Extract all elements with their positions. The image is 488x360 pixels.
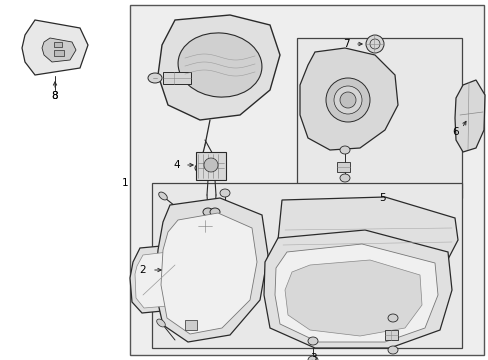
Polygon shape xyxy=(42,38,76,62)
Ellipse shape xyxy=(156,319,165,327)
Ellipse shape xyxy=(220,221,229,229)
Polygon shape xyxy=(158,15,280,120)
Polygon shape xyxy=(130,245,183,313)
Text: 6: 6 xyxy=(452,127,458,137)
Text: 2: 2 xyxy=(140,265,146,275)
Text: 5: 5 xyxy=(378,193,385,203)
Text: 8: 8 xyxy=(52,91,58,101)
Bar xyxy=(198,220,212,232)
Polygon shape xyxy=(135,252,178,308)
Bar xyxy=(152,183,461,348)
Polygon shape xyxy=(264,230,451,348)
Ellipse shape xyxy=(213,170,223,178)
Bar xyxy=(296,38,461,198)
Ellipse shape xyxy=(365,35,383,53)
Polygon shape xyxy=(454,80,484,152)
Ellipse shape xyxy=(339,146,349,154)
Ellipse shape xyxy=(307,337,317,345)
Bar xyxy=(196,152,225,180)
Ellipse shape xyxy=(203,158,218,172)
Ellipse shape xyxy=(339,92,355,108)
Polygon shape xyxy=(278,197,457,270)
Ellipse shape xyxy=(220,189,229,197)
Polygon shape xyxy=(274,244,437,342)
Ellipse shape xyxy=(333,86,361,114)
Ellipse shape xyxy=(339,174,349,182)
Bar xyxy=(54,50,64,56)
Ellipse shape xyxy=(325,78,369,122)
Ellipse shape xyxy=(178,33,262,97)
Bar xyxy=(384,330,397,340)
Ellipse shape xyxy=(148,73,162,83)
Ellipse shape xyxy=(209,208,220,216)
Bar xyxy=(163,72,191,84)
Text: 3: 3 xyxy=(309,353,316,360)
Polygon shape xyxy=(161,213,257,334)
Ellipse shape xyxy=(387,314,397,322)
Bar xyxy=(336,162,349,172)
Polygon shape xyxy=(155,198,267,342)
Text: 7: 7 xyxy=(342,39,348,49)
Text: 1: 1 xyxy=(122,178,128,188)
Text: 8: 8 xyxy=(52,91,58,101)
Polygon shape xyxy=(299,48,397,150)
Ellipse shape xyxy=(203,208,213,216)
Ellipse shape xyxy=(159,192,167,200)
Ellipse shape xyxy=(387,346,397,354)
Bar xyxy=(184,320,197,330)
Bar xyxy=(130,5,483,355)
Ellipse shape xyxy=(307,356,317,360)
Polygon shape xyxy=(285,260,421,336)
Ellipse shape xyxy=(195,164,204,172)
Text: 4: 4 xyxy=(173,160,180,170)
Polygon shape xyxy=(22,20,88,75)
Bar xyxy=(54,42,62,47)
